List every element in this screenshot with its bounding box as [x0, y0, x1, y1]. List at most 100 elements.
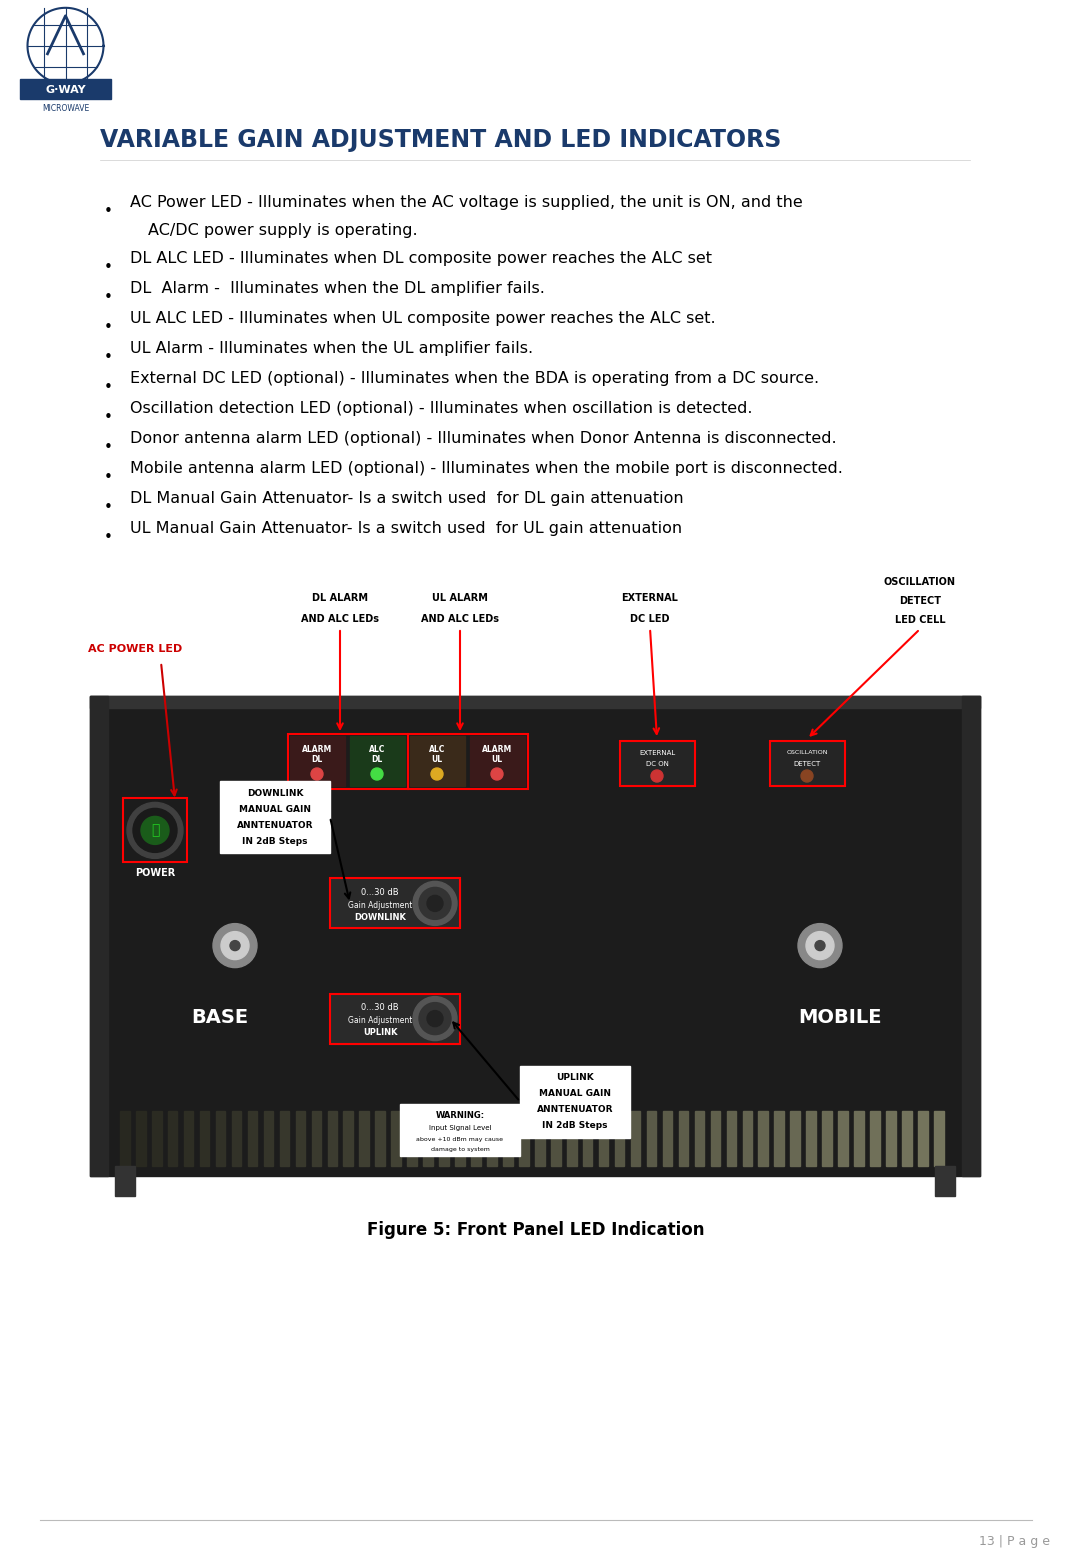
Text: Mobile antenna alarm LED (optional) - Illuminates when the mobile port is discon: Mobile antenna alarm LED (optional) - Il…: [130, 461, 843, 475]
Bar: [519, 1111, 528, 1166]
Bar: [20, 79, 111, 99]
Bar: [962, 697, 980, 1176]
Bar: [375, 1111, 385, 1166]
Text: MOBILE: MOBILE: [799, 1008, 882, 1028]
Text: DC LED: DC LED: [630, 613, 670, 624]
Bar: [711, 1111, 720, 1166]
Bar: [220, 782, 330, 853]
Bar: [440, 1111, 449, 1166]
Bar: [215, 1111, 225, 1166]
Text: •: •: [104, 204, 113, 218]
Text: Gain Adjustment: Gain Adjustment: [347, 901, 413, 910]
Text: POWER: POWER: [135, 868, 175, 878]
Bar: [349, 735, 405, 786]
Text: G·WAY: G·WAY: [45, 85, 86, 94]
Bar: [280, 1111, 289, 1166]
Circle shape: [419, 1003, 451, 1034]
Bar: [115, 1166, 135, 1197]
Circle shape: [311, 768, 323, 780]
Bar: [470, 735, 525, 786]
Text: above +10 dBm may cause: above +10 dBm may cause: [417, 1136, 504, 1141]
Bar: [903, 1111, 911, 1166]
Bar: [854, 1111, 864, 1166]
Bar: [136, 1111, 146, 1166]
Bar: [790, 1111, 800, 1166]
Text: ANNTENUATOR: ANNTENUATOR: [537, 1105, 613, 1115]
Text: UPLINK: UPLINK: [556, 1073, 594, 1082]
Bar: [822, 1111, 832, 1166]
Text: Gain Adjustment: Gain Adjustment: [347, 1015, 413, 1025]
Bar: [248, 1111, 257, 1166]
Bar: [285, 587, 394, 628]
Bar: [330, 994, 460, 1043]
Circle shape: [221, 932, 249, 960]
Text: •: •: [104, 289, 113, 305]
Text: MANUAL GAIN: MANUAL GAIN: [239, 805, 311, 814]
Text: MANUAL GAIN: MANUAL GAIN: [539, 1090, 611, 1098]
Text: LED CELL: LED CELL: [895, 615, 946, 625]
Bar: [183, 1111, 193, 1166]
Text: EXTERNAL: EXTERNAL: [639, 749, 675, 755]
Bar: [520, 1065, 630, 1138]
Text: VARIABLE GAIN ADJUSTMENT AND LED INDICATORS: VARIABLE GAIN ADJUSTMENT AND LED INDICAT…: [100, 128, 781, 152]
Text: IN 2dB Steps: IN 2dB Steps: [542, 1121, 608, 1130]
Text: UL Manual Gain Attenuator- Is a switch used  for UL gain attenuation: UL Manual Gain Attenuator- Is a switch u…: [130, 522, 682, 536]
Circle shape: [419, 887, 451, 920]
Bar: [123, 799, 187, 862]
Circle shape: [427, 895, 443, 912]
Text: OSCILLATION: OSCILLATION: [884, 577, 956, 587]
Bar: [770, 741, 845, 786]
Bar: [759, 1111, 768, 1166]
Circle shape: [798, 924, 842, 968]
Bar: [328, 1111, 337, 1166]
Circle shape: [806, 932, 834, 960]
Bar: [535, 1111, 545, 1166]
Text: •: •: [104, 529, 113, 545]
Text: •: •: [104, 500, 113, 515]
Circle shape: [126, 802, 183, 859]
Text: UL: UL: [491, 755, 503, 765]
Text: IN 2dB Steps: IN 2dB Steps: [242, 836, 308, 845]
Bar: [870, 571, 970, 628]
Bar: [472, 1111, 480, 1166]
Bar: [423, 1111, 433, 1166]
Bar: [770, 741, 845, 786]
Bar: [400, 1104, 520, 1156]
Text: AC Power LED - Illuminates when the AC voltage is supplied, the unit is ON, and : AC Power LED - Illuminates when the AC v…: [130, 195, 803, 211]
Text: 0...30 dB: 0...30 dB: [361, 1003, 399, 1012]
Text: DL ALC LED - Illuminates when DL composite power reaches the ALC set: DL ALC LED - Illuminates when DL composi…: [130, 251, 712, 266]
Circle shape: [413, 881, 457, 926]
Bar: [599, 1111, 609, 1166]
Circle shape: [431, 768, 443, 780]
Text: DOWNLINK: DOWNLINK: [354, 913, 406, 923]
Bar: [918, 1111, 927, 1166]
Circle shape: [427, 1011, 443, 1026]
Bar: [343, 1111, 353, 1166]
Bar: [743, 1111, 753, 1166]
Circle shape: [413, 997, 457, 1040]
Bar: [359, 1111, 369, 1166]
Bar: [152, 1111, 162, 1166]
Bar: [330, 878, 460, 929]
Bar: [934, 1111, 943, 1166]
Bar: [232, 1111, 241, 1166]
Bar: [296, 1111, 306, 1166]
Text: DL: DL: [311, 755, 323, 765]
Text: MICROWAVE: MICROWAVE: [42, 104, 89, 113]
Circle shape: [815, 941, 825, 950]
Text: Donor antenna alarm LED (optional) - Illuminates when Donor Antenna is disconnec: Donor antenna alarm LED (optional) - Ill…: [130, 430, 836, 446]
Bar: [330, 878, 460, 929]
Text: DL: DL: [371, 755, 383, 765]
Bar: [407, 1111, 417, 1166]
Text: Input Signal Level: Input Signal Level: [429, 1125, 491, 1132]
Circle shape: [651, 769, 662, 782]
Text: ALARM: ALARM: [482, 746, 512, 754]
Bar: [727, 1111, 736, 1166]
Circle shape: [230, 941, 240, 950]
Bar: [330, 994, 460, 1043]
Text: •: •: [104, 471, 113, 485]
Text: AND ALC LEDs: AND ALC LEDs: [301, 613, 379, 624]
Bar: [408, 734, 528, 789]
Bar: [168, 1111, 178, 1166]
Text: ⏻: ⏻: [151, 824, 159, 837]
